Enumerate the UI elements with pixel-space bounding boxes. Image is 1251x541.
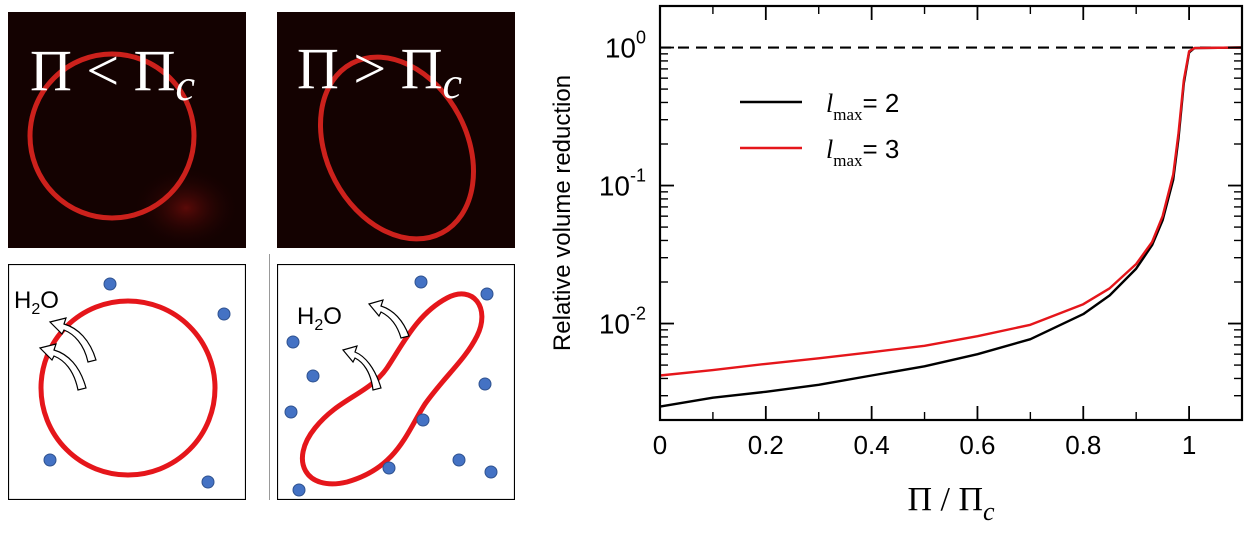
y-axis-label: Relative volume reduction bbox=[549, 75, 576, 351]
vesicle-photo-hypotonic-high: Π > Πc bbox=[277, 12, 515, 248]
y-tick-label: 10-2 bbox=[599, 304, 646, 340]
legend-label: lmax= 2 bbox=[826, 88, 899, 124]
water-label: H2O bbox=[14, 287, 59, 318]
plot-frame bbox=[658, 4, 1244, 422]
solute-particles bbox=[43, 277, 231, 489]
vesicle-membrane bbox=[27, 51, 197, 221]
vesicle-membrane bbox=[38, 298, 218, 478]
series-lines bbox=[659, 46, 1243, 408]
x-tick-label: 1 bbox=[1182, 430, 1196, 460]
water-arrow bbox=[38, 343, 87, 391]
panel-divider bbox=[269, 254, 270, 500]
volume-reduction-chart: 0 0.2 0.4 0.6 0.8 1 10-2 10-1 100 Relative volu… bbox=[540, 0, 1251, 536]
x-tick-label: 0.4 bbox=[854, 430, 890, 460]
y-tick-label: 10-1 bbox=[599, 166, 646, 202]
x-tick-label: 0.6 bbox=[959, 430, 995, 460]
photo-left-label: Π < Πc bbox=[30, 38, 195, 110]
x-tick-label: 0.8 bbox=[1065, 430, 1101, 460]
x-tick-label: 0.2 bbox=[748, 430, 784, 460]
series-line-lmax-3 bbox=[659, 46, 1243, 377]
vesicle-membrane bbox=[318, 54, 476, 242]
x-tick-labels: 0 0.2 0.4 0.6 0.8 1 bbox=[653, 430, 1197, 460]
water-arrow bbox=[341, 345, 382, 391]
schematic-spherical-vesicle: H2O bbox=[7, 263, 247, 501]
solute-particles bbox=[284, 275, 498, 497]
photo-background bbox=[277, 12, 515, 248]
background-blob bbox=[134, 168, 238, 248]
y-tick-label: 100 bbox=[605, 28, 646, 64]
major-ticks bbox=[659, 6, 1242, 420]
water-flow-arrows bbox=[341, 299, 410, 391]
schematic-frame bbox=[276, 263, 516, 501]
schematic-deformed-vesicle: H2O bbox=[276, 263, 516, 501]
x-axis-label: Π / Πc bbox=[907, 481, 995, 526]
photo-right-label: Π > Πc bbox=[297, 36, 462, 108]
water-arrow bbox=[48, 317, 97, 363]
water-arrow bbox=[367, 299, 410, 339]
legend-label: lmax= 3 bbox=[826, 134, 899, 170]
vesicle-membrane bbox=[300, 291, 485, 487]
water-label: H2O bbox=[297, 303, 342, 334]
water-flow-arrows bbox=[38, 317, 97, 391]
vesicle-photo-hypotonic-low: Π < Πc bbox=[8, 12, 246, 248]
y-tick-labels: 10-2 10-1 100 bbox=[599, 28, 646, 340]
x-tick-label: 0 bbox=[653, 430, 667, 460]
minor-ticks bbox=[660, 6, 1243, 420]
legend: lmax= 2 lmax= 3 bbox=[740, 88, 899, 170]
